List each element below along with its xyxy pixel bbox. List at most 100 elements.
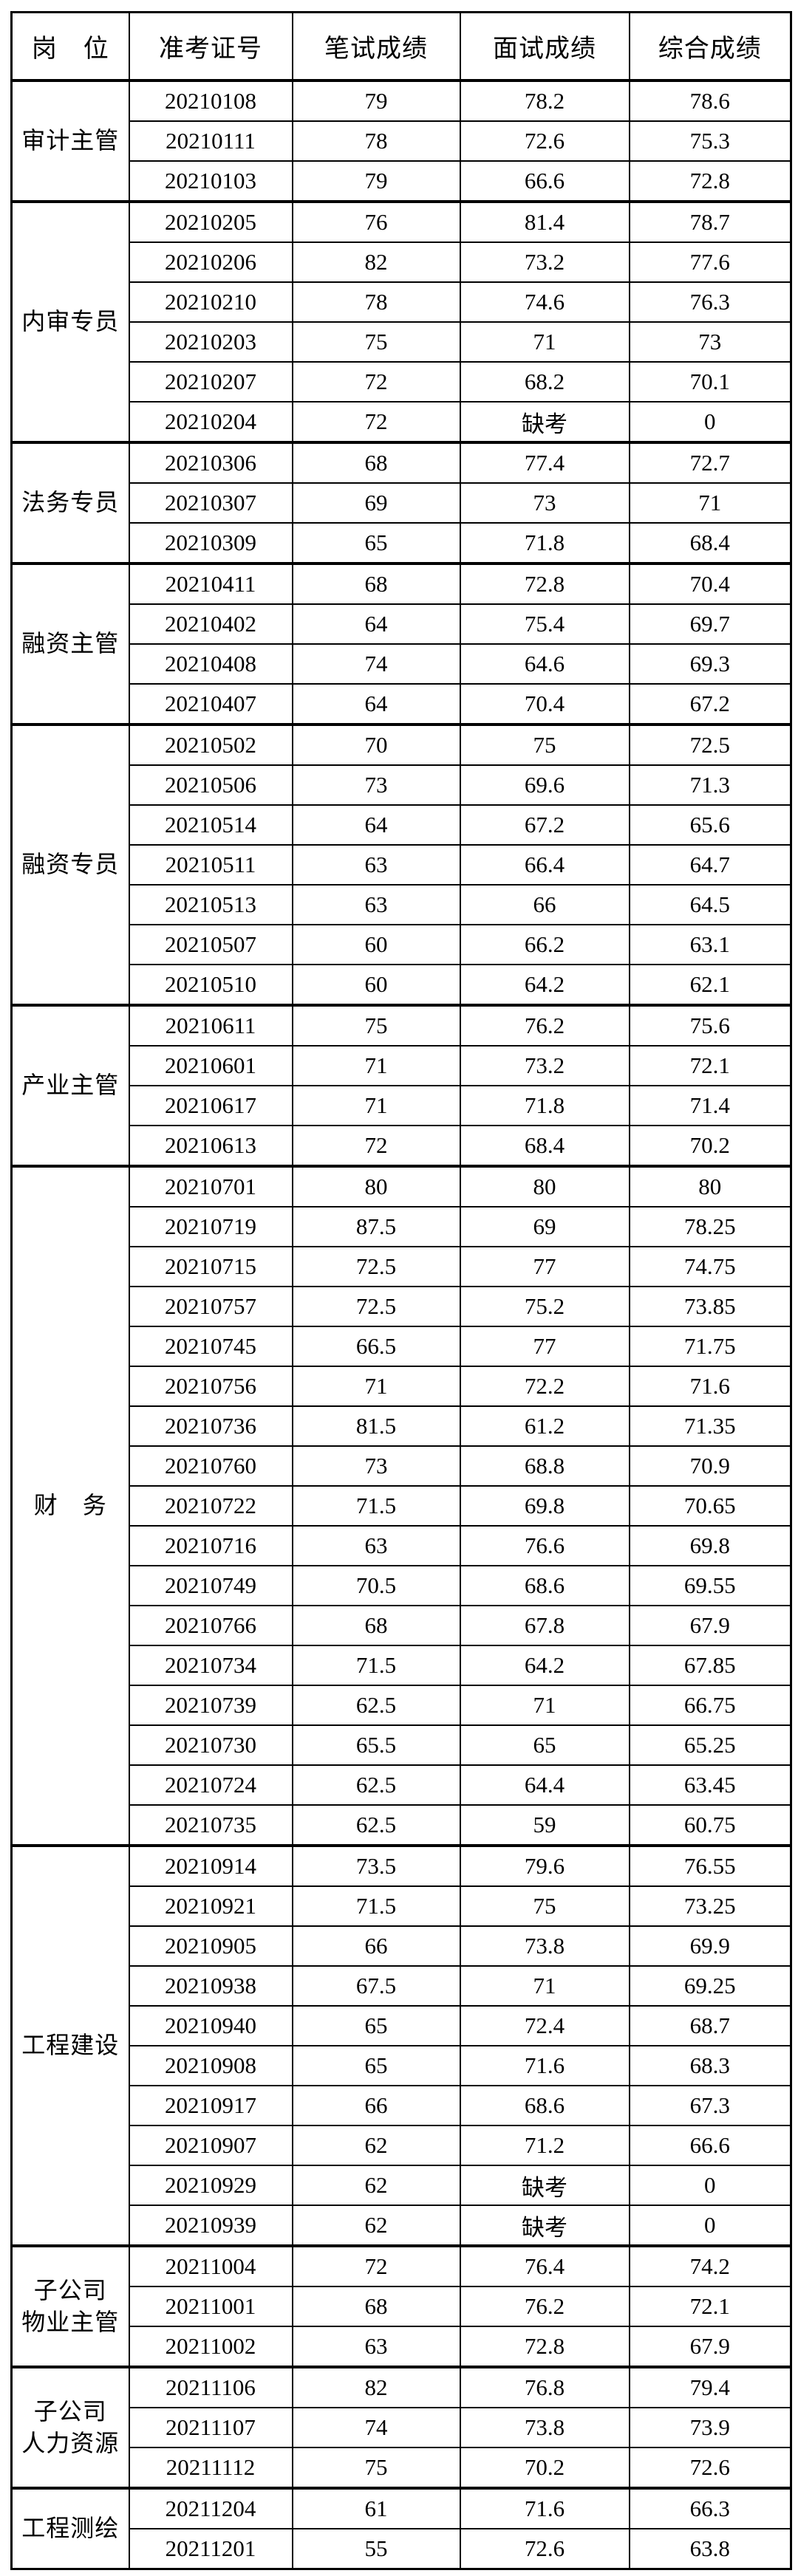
interview-score-cell: 64.2 <box>459 1645 630 1686</box>
composite-score-cell: 72.1 <box>628 2286 792 2327</box>
interview-score-cell: 78.2 <box>459 79 630 122</box>
score-table-body: 审计主管 20210108 79 78.2 78.6 20210111 78 72.6 75.3… <box>10 79 792 2570</box>
interview-score-cell: 64.6 <box>459 643 630 685</box>
written-score-cell: 68 <box>291 562 461 605</box>
written-score-cell: 62 <box>291 2125 461 2166</box>
exam-id-cell: 20211204 <box>128 2487 293 2529</box>
written-score-cell: 73 <box>291 764 461 806</box>
interview-score-cell: 73.2 <box>459 242 630 283</box>
interview-score-cell: 71.8 <box>459 522 630 564</box>
exam-id-cell: 20210306 <box>128 441 293 484</box>
composite-score-cell: 72.7 <box>628 441 792 484</box>
exam-id-cell: 20210724 <box>128 1764 293 1806</box>
written-score-cell: 62 <box>291 2165 461 2206</box>
composite-score-cell: 71.75 <box>628 1326 792 1367</box>
written-score-cell: 65 <box>291 2045 461 2086</box>
exam-id-cell: 20210757 <box>128 1286 293 1327</box>
table-row: 20211002 63 72.8 67.9 <box>12 2326 792 2368</box>
written-score-cell: 79 <box>291 79 461 122</box>
written-score-cell: 64 <box>291 603 461 645</box>
written-score-cell: 72 <box>291 1125 461 1167</box>
interview-score-cell: 66.4 <box>459 844 630 886</box>
position-cell: 工程测绘 <box>10 2487 130 2570</box>
interview-score-cell: 68.6 <box>459 1565 630 1606</box>
interview-score-cell: 72.6 <box>459 2528 630 2570</box>
composite-score-cell: 71.6 <box>628 1366 792 1407</box>
composite-score-cell: 68.4 <box>628 522 792 564</box>
table-row: 审计主管 20210108 79 78.2 78.6 <box>10 79 792 202</box>
interview-score-cell: 71 <box>459 1685 630 1726</box>
written-score-cell: 65 <box>291 2005 461 2046</box>
position-cell: 子公司 人力资源 <box>10 2366 130 2489</box>
exam-id-cell: 20210511 <box>128 844 293 886</box>
interview-score-cell: 73.2 <box>459 1045 630 1086</box>
written-score-cell: 62 <box>291 2205 461 2247</box>
composite-score-cell: 71 <box>628 482 792 524</box>
exam-id-cell: 20210108 <box>128 79 293 122</box>
exam-id-cell: 20210939 <box>128 2205 293 2247</box>
composite-score-cell: 70.1 <box>628 361 792 402</box>
composite-score-cell: 68.3 <box>628 2045 792 2086</box>
exam-id-cell: 20210907 <box>128 2125 293 2166</box>
position-cell: 审计主管 <box>10 79 130 202</box>
table-row: 20210921 71.5 75 73.25 <box>12 1885 792 1927</box>
column-header-exam-id: 准考证号 <box>128 11 293 82</box>
table-row: 20210757 72.5 75.2 73.85 <box>12 1286 792 1327</box>
table-row: 20210766 68 67.8 67.9 <box>12 1605 792 1646</box>
table-row: 20210507 60 66.2 63.1 <box>12 924 792 965</box>
exam-id-cell: 20210760 <box>128 1445 293 1487</box>
composite-score-cell: 64.7 <box>628 844 792 886</box>
composite-score-cell: 71.4 <box>628 1085 792 1126</box>
table-row: 20210939 62 缺考 0 <box>12 2205 792 2247</box>
interview-score-cell: 67.2 <box>459 804 630 846</box>
table-row: 20210756 71 72.2 71.6 <box>12 1366 792 1407</box>
exam-id-cell: 20210307 <box>128 482 293 524</box>
composite-score-cell: 71.35 <box>628 1405 792 1447</box>
interview-score-cell: 76.8 <box>459 2366 630 2408</box>
composite-score-cell: 74.2 <box>628 2244 792 2287</box>
interview-score-cell: 69.6 <box>459 764 630 806</box>
written-score-cell: 75 <box>291 2447 461 2489</box>
composite-score-cell: 77.6 <box>628 242 792 283</box>
table-row: 子公司 物业主管 20211004 72 76.4 74.2 <box>10 2244 792 2368</box>
exam-id-cell: 20210408 <box>128 643 293 685</box>
exam-id-cell: 20210111 <box>128 120 293 162</box>
written-score-cell: 55 <box>291 2528 461 2570</box>
interview-score-cell: 69.8 <box>459 1485 630 1527</box>
composite-score-cell: 69.55 <box>628 1565 792 1606</box>
exam-id-cell: 20210716 <box>128 1525 293 1566</box>
composite-score-cell: 78.25 <box>628 1206 792 1247</box>
composite-score-cell: 75.3 <box>628 120 792 162</box>
written-score-cell: 72.5 <box>291 1246 461 1287</box>
exam-id-cell: 20210734 <box>128 1645 293 1686</box>
exam-id-cell: 20210914 <box>128 1844 293 1887</box>
exam-id-cell: 20210701 <box>128 1165 293 1208</box>
interview-score-cell: 65 <box>459 1724 630 1766</box>
exam-id-cell: 20210766 <box>128 1605 293 1646</box>
column-header-written: 笔试成绩 <box>291 11 461 82</box>
written-score-cell: 78 <box>291 120 461 162</box>
interview-score-cell: 77.4 <box>459 441 630 484</box>
composite-score-cell: 63.1 <box>628 924 792 965</box>
table-row: 20210929 62 缺考 0 <box>12 2165 792 2206</box>
exam-id-cell: 20210756 <box>128 1366 293 1407</box>
composite-score-cell: 0 <box>628 2165 792 2206</box>
table-row: 20210309 65 71.8 68.4 <box>12 522 792 564</box>
table-row: 20210735 62.5 59 60.75 <box>12 1804 792 1846</box>
exam-id-cell: 20210411 <box>128 562 293 605</box>
written-score-cell: 64 <box>291 683 461 725</box>
interview-score-cell: 67.8 <box>459 1605 630 1646</box>
composite-score-cell: 78.7 <box>628 200 792 243</box>
table-row: 20210307 69 73 71 <box>12 482 792 524</box>
composite-score-cell: 70.65 <box>628 1485 792 1527</box>
written-score-cell: 62.5 <box>291 1764 461 1806</box>
table-row: 20210760 73 68.8 70.9 <box>12 1445 792 1487</box>
composite-score-cell: 70.4 <box>628 562 792 605</box>
interview-score-cell: 缺考 <box>459 2165 630 2206</box>
composite-score-cell: 69.8 <box>628 1525 792 1566</box>
composite-score-cell: 73 <box>628 321 792 363</box>
written-score-cell: 63 <box>291 844 461 886</box>
interview-score-cell: 64.2 <box>459 964 630 1006</box>
table-row: 20210908 65 71.6 68.3 <box>12 2045 792 2086</box>
table-row: 财 务 20210701 80 80 80 <box>10 1165 792 1846</box>
